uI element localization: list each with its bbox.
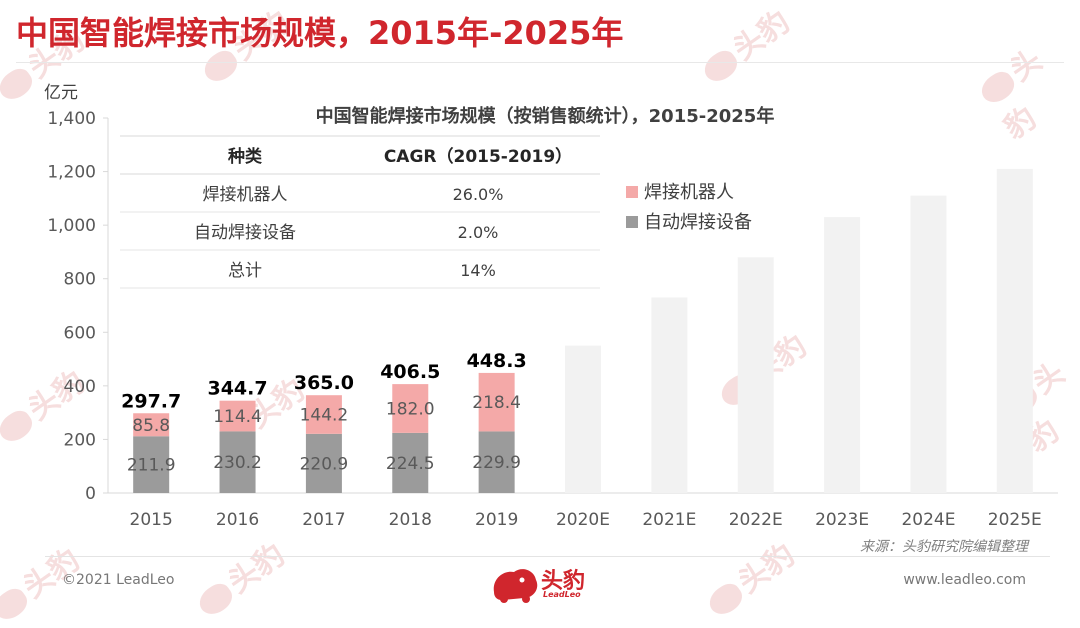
legend-label: 焊接机器人	[644, 182, 734, 203]
x-tick-label: 2024E	[901, 510, 955, 530]
data-label-total: 297.7	[121, 390, 181, 412]
legend-swatch	[626, 186, 638, 198]
table-cell-cagr: 14%	[460, 261, 496, 280]
y-tick-label: 800	[64, 270, 96, 290]
y-axis-label: 亿元	[44, 83, 78, 103]
bar-welding-robot	[392, 384, 429, 433]
website-url: www.leadleo.com	[903, 572, 1026, 588]
x-tick-label: 2017	[302, 510, 345, 530]
data-label-total: 448.3	[467, 350, 527, 372]
x-tick-label: 2023E	[815, 510, 869, 530]
data-label-robot: 182.0	[386, 399, 435, 419]
bar-auto-welding-equipment	[219, 431, 256, 493]
x-tick-label: 2016	[216, 510, 259, 530]
y-tick-label: 200	[64, 430, 96, 450]
table-cell-cagr: 26.0%	[453, 185, 504, 204]
data-label-total: 344.7	[207, 378, 267, 400]
table-cell-type: 焊接机器人	[203, 185, 288, 205]
y-tick-label: 0	[85, 484, 96, 504]
table-cell-cagr: 2.0%	[458, 223, 499, 242]
chart-title: 中国智能焊接市场规模（按销售额统计），2015-2025年	[316, 105, 775, 127]
forecast-bar	[824, 217, 861, 493]
source-note: 来源：头豹研究院编辑整理	[860, 539, 1030, 555]
data-label-auto: 229.9	[472, 453, 521, 473]
bar-welding-robot	[133, 413, 170, 437]
data-label-auto: 224.5	[386, 454, 435, 474]
bar-welding-robot	[478, 372, 515, 432]
bar-auto-welding-equipment	[133, 436, 170, 493]
y-tick-label: 1,000	[47, 216, 96, 236]
x-tick-label: 2018	[389, 510, 432, 530]
data-label-auto: 230.2	[213, 453, 262, 473]
x-tick-label: 2019	[475, 510, 518, 530]
data-label-robot: 114.4	[213, 407, 262, 427]
bar-auto-welding-equipment	[478, 431, 515, 493]
legend-swatch	[626, 216, 638, 228]
table-cell-type: 自动焊接设备	[194, 223, 296, 243]
forecast-bar	[910, 195, 947, 493]
x-tick-label: 2022E	[729, 510, 783, 530]
logo-subtext: LeadLeo	[543, 590, 581, 599]
data-label-auto: 211.9	[127, 456, 176, 476]
y-tick-label: 400	[64, 377, 96, 397]
data-label-robot: 144.2	[300, 406, 349, 426]
title-divider	[16, 62, 1064, 63]
footer-divider	[45, 556, 1050, 557]
forecast-bar	[565, 345, 601, 493]
logo-text: 头豹	[541, 569, 586, 594]
data-label-total: 365.0	[294, 372, 354, 394]
bar-auto-welding-equipment	[305, 433, 342, 493]
page-title: 中国智能焊接市场规模，2015年-2025年	[16, 14, 624, 52]
copyright-text: ©2021 LeadLeo	[62, 572, 175, 588]
bar-welding-robot	[219, 400, 256, 432]
bar-auto-welding-equipment	[392, 432, 429, 493]
data-label-robot: 85.8	[132, 416, 170, 436]
market-size-chart: 0 200 400 600 800 1,000 1,200 1,400 亿元 211.9 85.8 2…	[44, 83, 1058, 555]
data-label-total: 406.5	[380, 361, 440, 383]
x-tick-label: 2025E	[988, 510, 1042, 530]
x-tick-label: 2021E	[642, 510, 696, 530]
y-tick-label: 1,400	[47, 109, 96, 129]
leadleo-logo-icon	[493, 569, 538, 603]
forecast-bar	[651, 297, 688, 493]
x-tick-label: 2015	[130, 510, 173, 530]
bar-welding-robot	[305, 395, 342, 434]
table-header-type: 种类	[227, 146, 263, 167]
forecast-bar	[996, 168, 1033, 493]
table-cell-type: 总计	[228, 261, 262, 281]
x-tick-label: 2020E	[556, 510, 610, 530]
forecast-bar	[737, 257, 774, 493]
y-tick-label: 1,200	[47, 163, 96, 183]
data-label-robot: 218.4	[472, 393, 521, 413]
y-tick-label: 600	[64, 323, 96, 343]
legend-label: 自动焊接设备	[644, 212, 752, 233]
table-header-cagr: CAGR（2015-2019）	[384, 146, 572, 167]
data-label-auto: 220.9	[300, 454, 349, 474]
